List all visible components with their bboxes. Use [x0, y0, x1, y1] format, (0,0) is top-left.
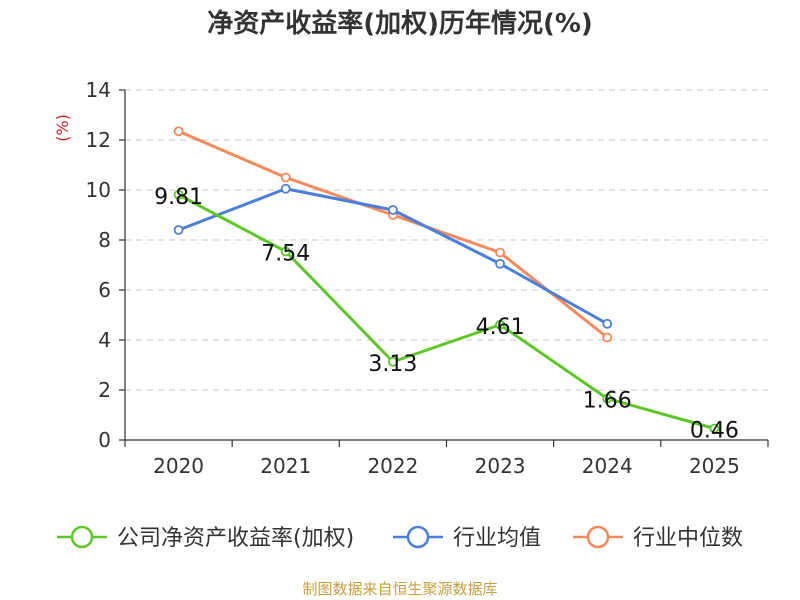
- x-tick-label: 2021: [260, 454, 311, 478]
- y-tick-label: 0: [98, 428, 111, 452]
- data-point: [602, 393, 613, 404]
- legend-swatch-marker: [586, 525, 610, 549]
- y-tick-label: 14: [86, 78, 111, 102]
- data-point: [388, 205, 398, 215]
- legend-item-1[interactable]: 行业均值: [393, 525, 541, 551]
- data-label: 1.66: [583, 389, 632, 414]
- data-label: 4.61: [476, 315, 525, 340]
- x-tick-label: 2022: [367, 454, 418, 478]
- axis-layer: 0 2 4 6 8 10 12 14 2020 2021 2022 2023 2024 2025: [86, 78, 769, 478]
- data-point: [495, 247, 505, 258]
- y-tick-label: 6: [98, 278, 111, 302]
- x-tick-label: 2024: [582, 454, 633, 478]
- legend-label: 行业中位数: [633, 526, 743, 551]
- data-point: [280, 183, 291, 194]
- series-layer: [173, 126, 720, 434]
- legend: 公司净资产收益率(加权) 行业均值 行业中位数: [57, 525, 743, 551]
- y-tick-label: 2: [98, 378, 111, 402]
- data-label: 3.13: [368, 352, 417, 377]
- data-label-layer: 9.81 7.54 3.13 4.61 1.66 0.46: [154, 185, 739, 444]
- y-tick-label: 4: [98, 328, 111, 352]
- data-label: 7.54: [261, 242, 310, 267]
- legend-label: 公司净资产收益率(加权): [117, 526, 354, 551]
- x-tick-label: 2023: [475, 454, 526, 478]
- chart-title: 净资产收益率(加权)历年情况(%): [207, 8, 593, 39]
- data-point: [280, 172, 291, 183]
- x-tick-label: 2025: [689, 454, 740, 478]
- data-point: [173, 189, 184, 200]
- legend-item-0[interactable]: 公司净资产收益率(加权): [57, 525, 354, 551]
- data-point: [280, 246, 291, 257]
- y-tick-label: 10: [86, 178, 111, 202]
- legend-swatch-marker: [406, 525, 430, 549]
- y-tick-label: 8: [98, 228, 111, 252]
- legend-label: 行业均值: [453, 526, 541, 551]
- data-point: [709, 423, 720, 434]
- data-label: 0.46: [690, 419, 739, 444]
- series-line-0: [177, 193, 715, 430]
- data-point: [495, 319, 505, 330]
- series-line-2: [177, 129, 609, 339]
- x-tick-label: 2020: [153, 454, 204, 478]
- y-axis-unit-label: (%): [53, 114, 72, 142]
- data-point: [602, 318, 613, 329]
- data-label: 9.81: [154, 185, 203, 210]
- data-point: [602, 332, 613, 343]
- grid-layer: [125, 89, 768, 391]
- source-footnote: 制图数据来自恒生聚源数据库: [302, 580, 497, 598]
- legend-swatch-marker: [70, 525, 94, 549]
- data-point: [388, 356, 398, 367]
- data-point: [495, 258, 505, 269]
- data-point: [173, 225, 184, 235]
- y-tick-label: 12: [86, 128, 111, 152]
- legend-item-2[interactable]: 行业中位数: [573, 525, 743, 551]
- data-point: [173, 126, 184, 137]
